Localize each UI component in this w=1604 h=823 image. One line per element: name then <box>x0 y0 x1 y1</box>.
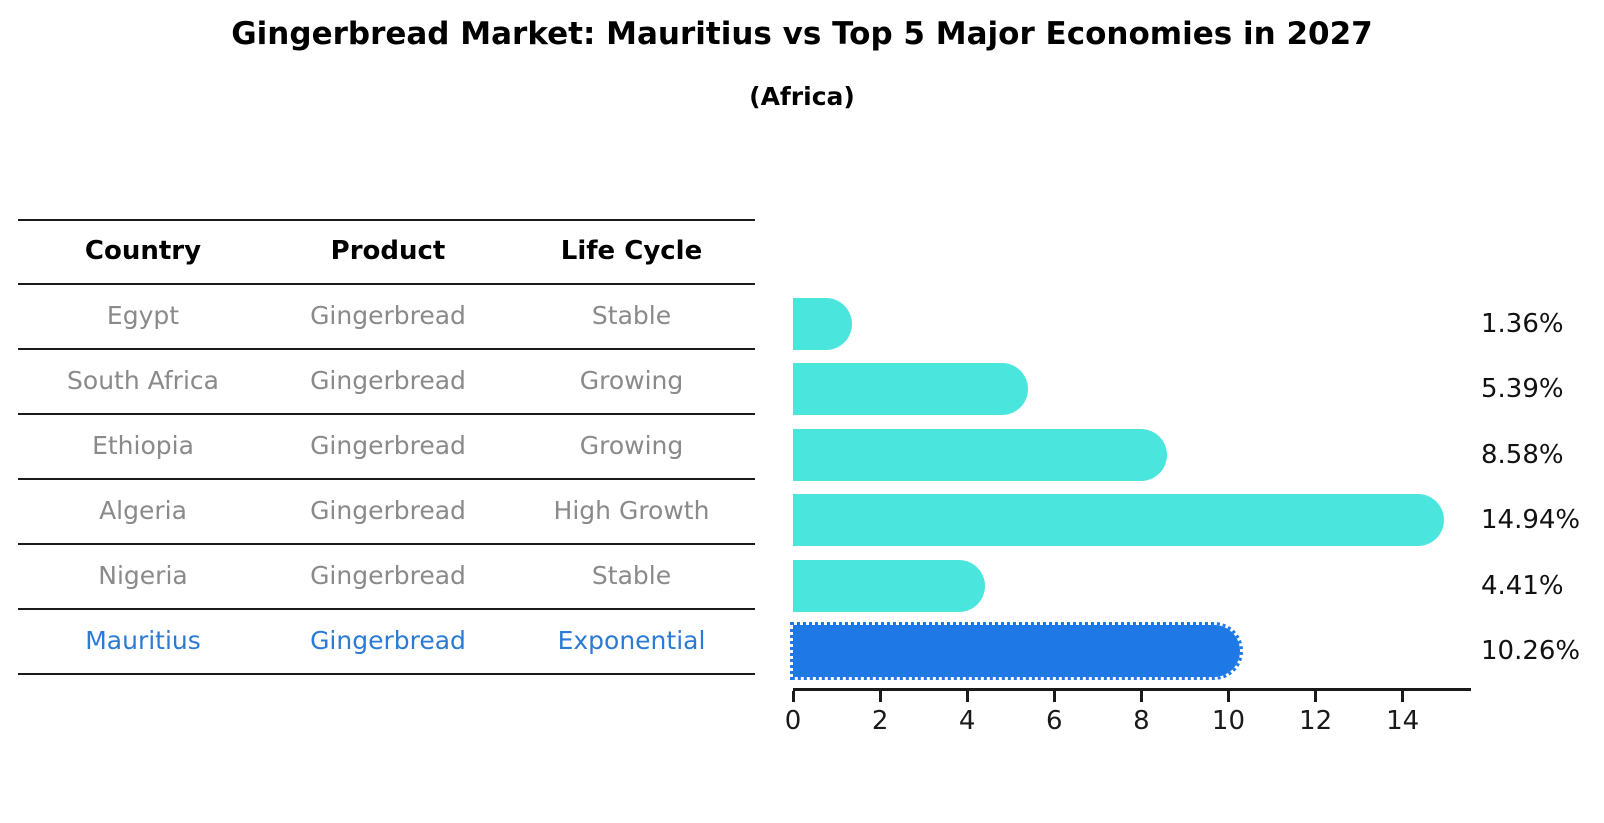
table-header-life-cycle: Life Cycle <box>560 236 703 266</box>
x-tick <box>1401 691 1405 702</box>
value-label-algeria: 14.94% <box>1481 505 1581 536</box>
table-rule <box>18 478 755 480</box>
bar-south-africa <box>793 363 1028 416</box>
bar-egypt <box>793 298 853 350</box>
cell-life_cycle: Growing <box>579 431 684 460</box>
cell-country: Algeria <box>99 496 187 525</box>
cell-country: Mauritius <box>85 626 201 655</box>
x-tick <box>878 691 882 702</box>
x-tick-label: 2 <box>871 706 889 736</box>
table-row-south-africa: South Africa Gingerbread Growing <box>18 348 755 413</box>
x-tick-label: 0 <box>784 706 802 736</box>
table-rule <box>18 673 755 675</box>
x-tick-label: 6 <box>1046 706 1063 736</box>
table-row-nigeria: Nigeria Gingerbread Stable <box>18 543 755 608</box>
table-header-row: Country Product Life Cycle <box>18 219 755 283</box>
x-tick-label: 14 <box>1386 706 1420 736</box>
x-tick <box>1314 691 1318 702</box>
cell-life_cycle: Stable <box>591 301 672 330</box>
x-tick-label: 4 <box>958 706 976 736</box>
cell-product: Gingerbread <box>310 301 466 330</box>
cell-product: Gingerbread <box>310 431 466 460</box>
value-label-nigeria: 4.41% <box>1481 570 1564 601</box>
table-row-mauritius: Mauritius Gingerbread Exponential <box>18 608 755 673</box>
x-tick <box>1052 691 1056 702</box>
chart-subtitle: (Africa) <box>749 82 855 111</box>
x-tick-label: 8 <box>1133 706 1150 736</box>
bar-mauritius <box>790 622 1243 680</box>
country-table: Country Product Life Cycle Egypt Gingerbread… <box>18 219 755 675</box>
cell-life_cycle: Stable <box>591 561 672 590</box>
cell-life_cycle: High Growth <box>553 496 710 525</box>
table-rule <box>18 608 755 610</box>
cell-country: South Africa <box>67 366 219 395</box>
bar-ethiopia <box>793 428 1167 481</box>
table-header-country: Country <box>84 236 202 266</box>
table-header-product: Product <box>330 236 446 266</box>
cell-country: Ethiopia <box>92 431 194 460</box>
bar-nigeria <box>793 559 985 612</box>
value-label-south-africa: 5.39% <box>1481 374 1564 405</box>
table-row-algeria: Algeria Gingerbread High Growth <box>18 478 755 543</box>
cell-country: Nigeria <box>98 561 188 590</box>
x-tick-label: 10 <box>1211 706 1246 736</box>
cell-life_cycle: Exponential <box>557 626 706 655</box>
value-label-ethiopia: 8.58% <box>1481 439 1564 470</box>
x-tick <box>965 691 969 702</box>
x-tick-label: 12 <box>1299 706 1333 736</box>
table-rule <box>18 283 755 285</box>
table-rule <box>18 348 755 350</box>
cell-product: Gingerbread <box>310 366 466 395</box>
value-label-egypt: 1.36% <box>1481 309 1564 339</box>
x-axis-line <box>793 688 1471 691</box>
x-tick <box>1139 691 1143 702</box>
value-label-mauritius: 10.26% <box>1481 636 1581 666</box>
chart-title: Gingerbread Market: Mauritius vs Top 5 M… <box>231 16 1373 52</box>
table-rule <box>18 413 755 415</box>
table-row-egypt: Egypt Gingerbread Stable <box>18 283 755 348</box>
x-tick <box>1226 691 1230 702</box>
cell-product: Gingerbread <box>310 496 466 525</box>
x-tick <box>791 691 795 702</box>
table-row-ethiopia: Ethiopia Gingerbread Growing <box>18 413 755 478</box>
cell-product: Gingerbread <box>310 626 466 655</box>
table-rule <box>18 543 755 545</box>
cell-country: Egypt <box>106 301 180 330</box>
bar-algeria <box>793 494 1444 547</box>
cell-life_cycle: Growing <box>579 366 684 395</box>
table-rule <box>18 219 755 221</box>
bar-plot <box>790 283 1468 688</box>
cell-product: Gingerbread <box>310 561 466 590</box>
